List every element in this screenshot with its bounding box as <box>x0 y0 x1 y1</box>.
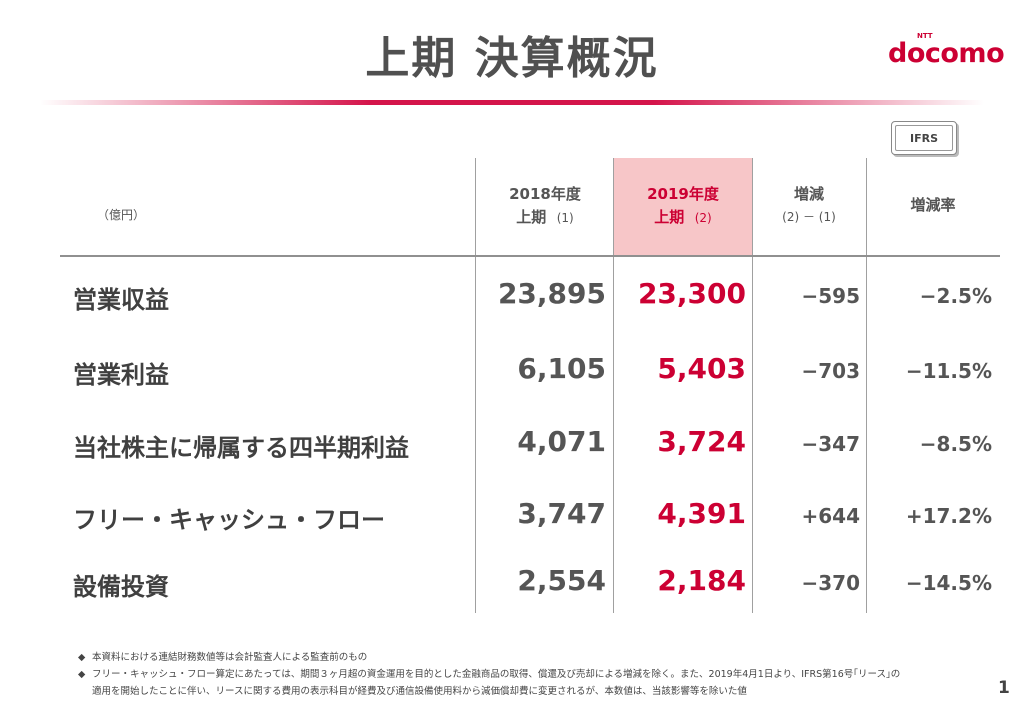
fy2019-value: 3,724 <box>657 425 746 458</box>
fy2019-value: 5,403 <box>657 352 746 385</box>
column-divider-3 <box>752 158 753 613</box>
rate-value: −2.5% <box>919 284 992 308</box>
column-header-fy2018-period: 上期 (1) <box>516 208 574 226</box>
row-label: 営業収益 <box>73 286 169 314</box>
fy2018-value: 3,747 <box>517 497 606 530</box>
unit-label: （億円） <box>97 208 146 222</box>
footnote-2-continued: 適用を開始したことに伴い、リースに関する費用の表示科目が経費及び通信設備使用料か… <box>92 686 747 697</box>
row-label: 設備投資 <box>73 573 169 601</box>
page-title: 上期 決算概況 <box>365 33 659 84</box>
column-header-rate-title: 増減率 <box>910 196 956 214</box>
header-divider <box>60 255 1000 257</box>
column-header-fy2019: 2019年度 上期 (2) <box>614 183 752 230</box>
column-divider-1 <box>475 158 476 613</box>
ifrs-badge-frame <box>895 125 953 151</box>
footnote-2: ◆ フリー・キャッシュ・フロー算定にあたっては、期間３ヶ月超の資金運用を目的とした… <box>78 666 998 683</box>
column-header-change: 増減 (2) － (1) <box>752 183 866 229</box>
footnote-1: ◆ 本資料における連結財務数値等は会計監査人による監査前のもの <box>78 649 998 666</box>
column-header-fy2019-period: 上期 (2) <box>654 208 712 226</box>
change-value: −347 <box>801 432 860 456</box>
bullet-icon: ◆ <box>78 652 86 663</box>
change-value: +644 <box>801 504 860 528</box>
change-value: −703 <box>801 359 860 383</box>
footnotes: ◆ 本資料における連結財務数値等は会計監査人による監査前のもの ◆ フリー・キャッシ… <box>78 649 998 700</box>
rate-value: −14.5% <box>905 571 992 595</box>
change-value: −370 <box>801 571 860 595</box>
change-value: −595 <box>801 284 860 308</box>
row-label: 当社株主に帰属する四半期利益 <box>73 434 409 462</box>
column-header-rate: 増減率 <box>866 194 1000 217</box>
ifrs-badge: IFRS <box>891 121 957 155</box>
column-header-fy2018-year: 2018年度 <box>509 185 581 203</box>
column-header-fy2018: 2018年度 上期 (1) <box>476 183 614 230</box>
fy2018-value: 2,554 <box>517 564 606 597</box>
rate-value: −8.5% <box>919 432 992 456</box>
fy2018-value: 23,895 <box>497 277 606 310</box>
fy2018-value: 6,105 <box>517 352 606 385</box>
row-label: フリー・キャッシュ・フロー <box>73 506 385 534</box>
column-header-change-formula: (2) － (1) <box>782 210 836 224</box>
rate-value: +17.2% <box>905 504 992 528</box>
column-divider-4 <box>866 158 867 613</box>
column-header-change-title: 増減 <box>793 185 824 203</box>
column-header-fy2019-year: 2019年度 <box>647 185 719 203</box>
fy2019-value: 23,300 <box>637 277 746 310</box>
fy2018-value: 4,071 <box>517 425 606 458</box>
bullet-icon: ◆ <box>78 669 86 680</box>
rate-value: −11.5% <box>905 359 992 383</box>
highlight-header-cell <box>614 158 752 256</box>
fy2019-value: 4,391 <box>657 497 746 530</box>
row-label: 営業利益 <box>73 361 169 389</box>
ntt-mark: NTT <box>917 32 933 40</box>
fy2019-value: 2,184 <box>657 564 746 597</box>
ifrs-badge-label: IFRS <box>910 131 938 145</box>
page-number: 1 <box>998 678 1010 698</box>
column-divider-2 <box>613 158 614 613</box>
docomo-logo: docomo <box>888 38 1005 69</box>
title-divider <box>40 100 984 105</box>
